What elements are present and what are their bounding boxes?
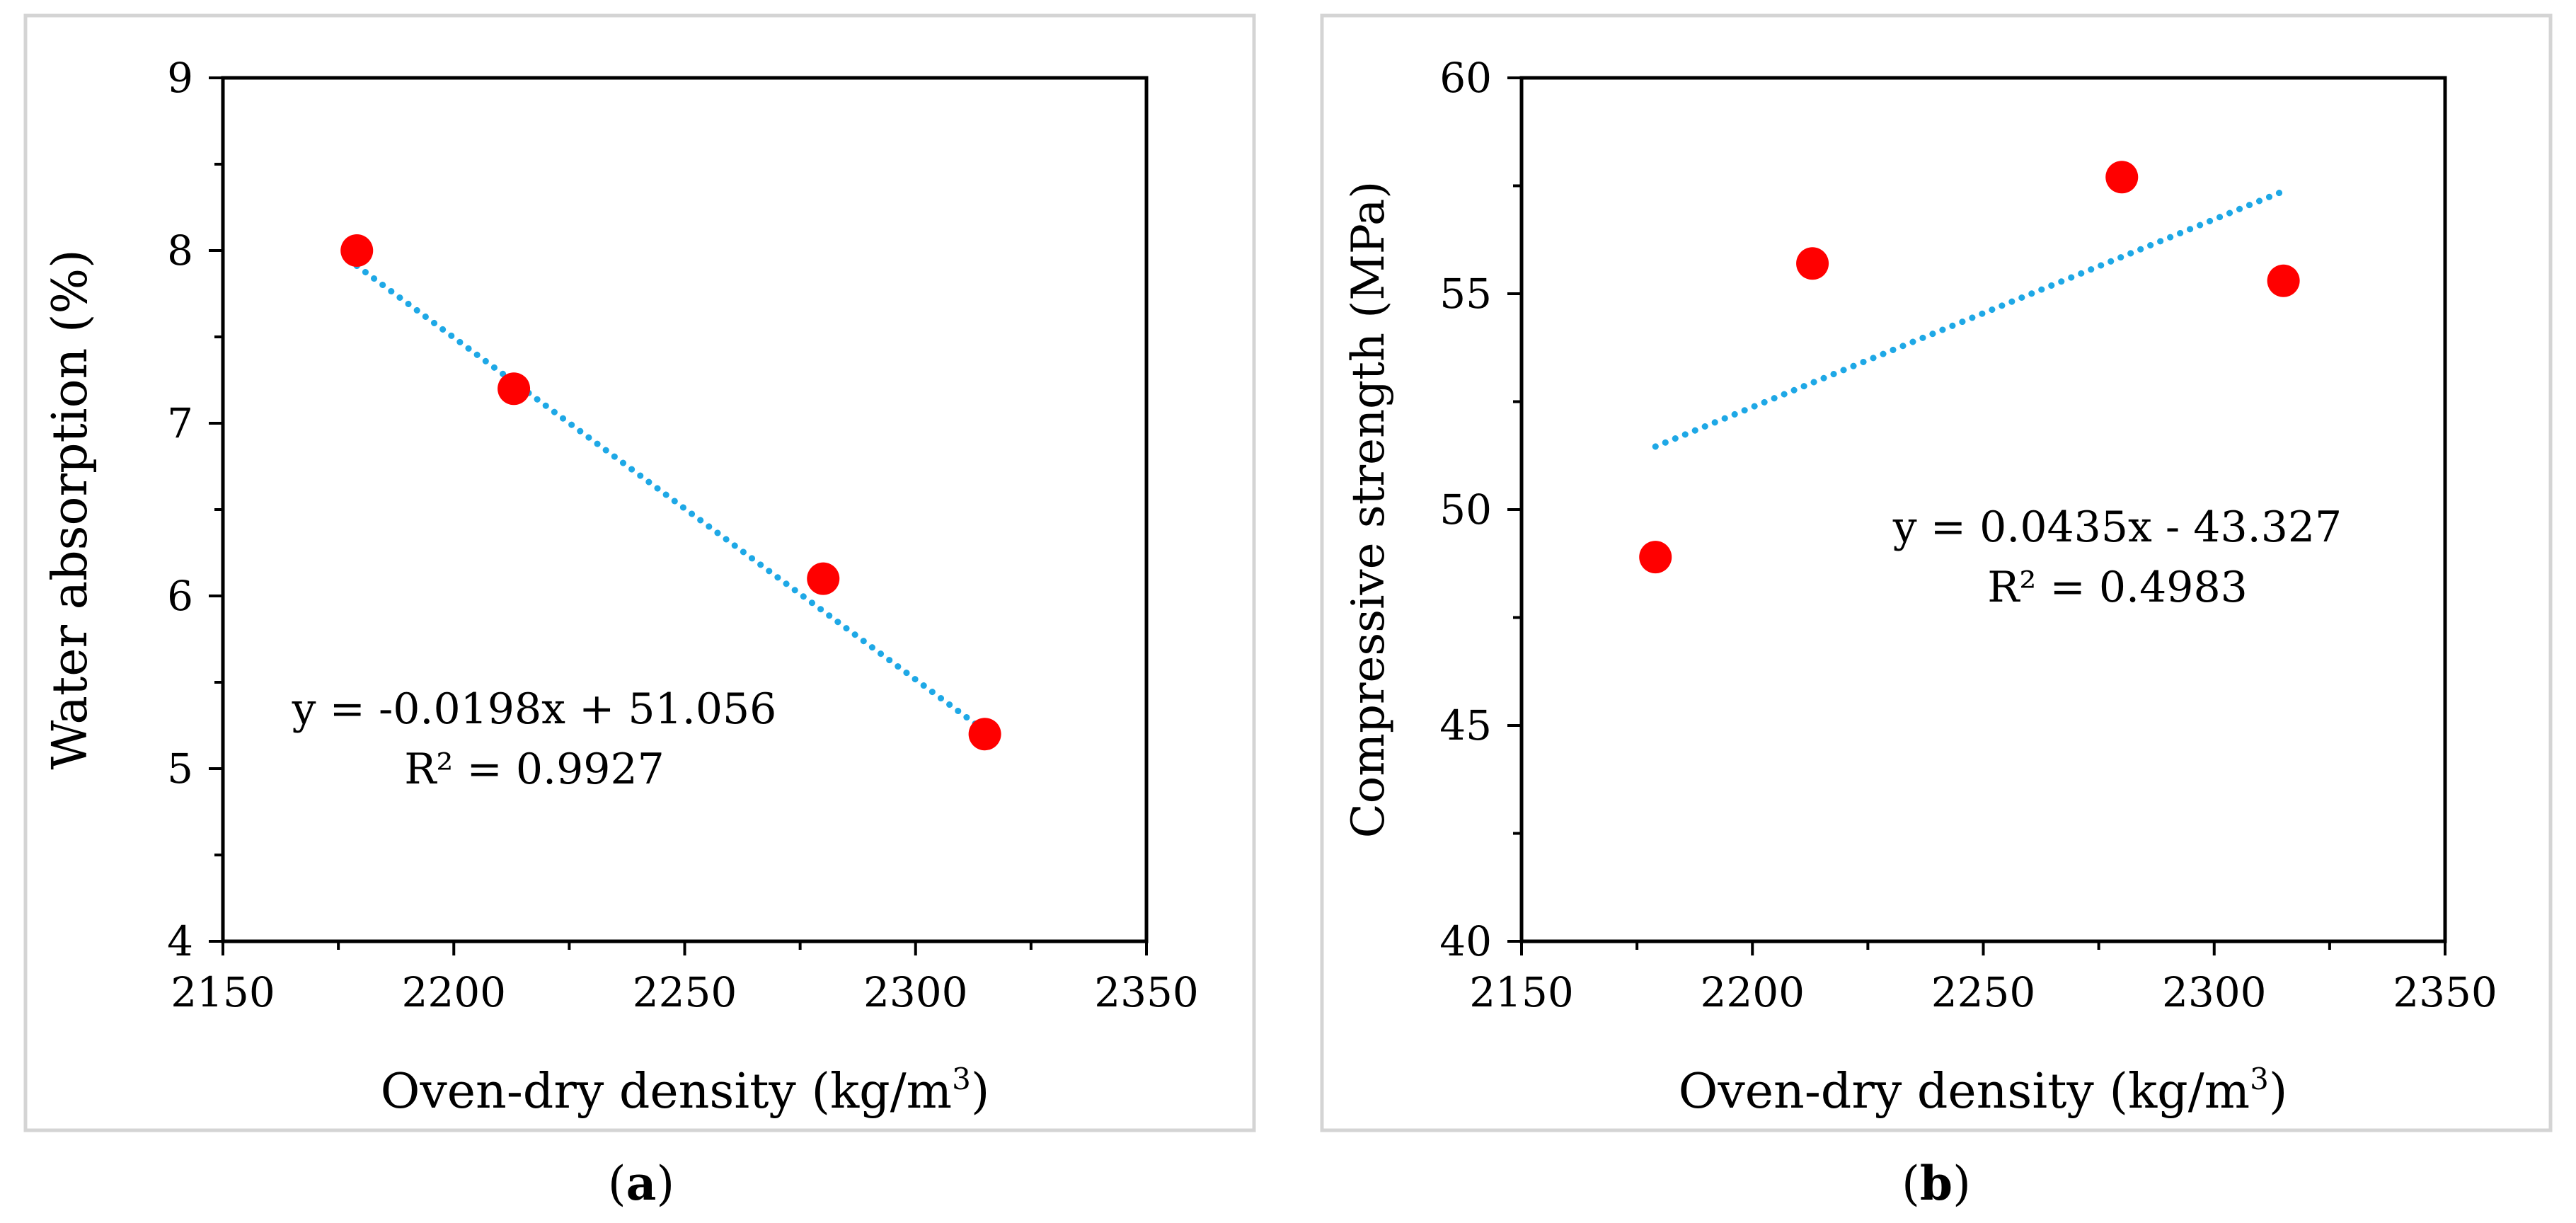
panel-b-data-point <box>1639 541 1672 574</box>
panel-a-x-axis-title: Oven-dry density (kg/m3) <box>381 1062 990 1120</box>
caption-b-letter: b <box>1920 1156 1953 1211</box>
panel-b-x-tick-label: 2200 <box>1700 968 1805 1016</box>
panel-a-y-tick-label: 9 <box>167 54 193 102</box>
panel-b: 2150 2200 2250 2300 2350 40 45 50 55 60 y = 0.043… <box>1320 13 2553 1132</box>
panel-a-y-tick-label: 7 <box>167 399 193 447</box>
panel-a-y-tick-label: 8 <box>167 226 193 275</box>
caption-b-close: ) <box>1953 1156 1971 1211</box>
caption-b-open: ( <box>1902 1156 1920 1211</box>
panel-b-y-tick-label: 40 <box>1439 917 1492 965</box>
panel-b-trend-line <box>1652 188 2287 450</box>
panel-a-data-point <box>498 372 531 406</box>
panel-b-y-tick-label: 50 <box>1439 486 1492 534</box>
panel-a-equation: y = -0.0198x + 51.056 <box>292 684 777 734</box>
panel-b-data-point <box>1796 247 1829 280</box>
panel-b-plot-area <box>1519 76 2447 943</box>
panel-a-data-point <box>340 234 374 267</box>
panel-a-r-squared: R² = 0.9927 <box>404 745 665 794</box>
panel-a-points <box>340 234 1001 751</box>
panel-b-x-tick-label: 2300 <box>2162 968 2267 1016</box>
panel-b-data-point <box>2267 264 2300 297</box>
panel-a-ticks: 2150 2200 2250 2300 2350 4 5 6 7 8 9 <box>167 54 1199 1016</box>
panel-a: 2150 2200 2250 2300 2350 4 5 6 7 8 9 y = -0.0198x … <box>23 13 1256 1132</box>
panel-a-data-point <box>807 562 840 595</box>
panel-b-y-tick-label: 55 <box>1439 270 1492 318</box>
panel-b-data-point <box>2105 161 2139 194</box>
panel-a-y-tick-label: 6 <box>167 572 193 620</box>
panel-a-x-tick-label: 2250 <box>633 968 737 1016</box>
caption-a: (a) <box>608 1156 674 1211</box>
panel-a-x-axis-title-main: Oven-dry density (kg/m <box>381 1064 952 1120</box>
caption-a-close: ) <box>656 1156 674 1211</box>
panel-b-y-tick-label: 45 <box>1439 701 1492 750</box>
panel-a-x-tick-label: 2350 <box>1094 968 1199 1016</box>
panel-b-x-tick-label: 2250 <box>1931 968 2036 1016</box>
caption-a-open: ( <box>608 1156 626 1211</box>
panel-a-x-tick-label: 2150 <box>171 968 275 1016</box>
panel-a-y-tick-label: 4 <box>167 917 193 965</box>
panel-b-x-axis-title-main: Oven-dry density (kg/m <box>1679 1064 2250 1120</box>
panel-b-ticks: 2150 2200 2250 2300 2350 40 45 50 55 60 <box>1439 54 2497 1016</box>
panel-b-x-tick-label: 2150 <box>1469 968 1574 1016</box>
panel-a-data-point <box>968 718 1001 751</box>
panel-b-x-axis-title-sup: 3 <box>2250 1062 2269 1096</box>
panel-a-x-tick-label: 2200 <box>401 968 506 1016</box>
panel-b-points <box>1639 161 2300 574</box>
panel-b-y-tick-label: 60 <box>1439 54 1492 102</box>
panel-a-x-axis-title-sup: 3 <box>952 1062 971 1096</box>
panel-a-trend-line <box>353 263 989 735</box>
panel-b-x-axis-title: Oven-dry density (kg/m3) <box>1679 1062 2288 1120</box>
caption-a-letter: a <box>626 1156 657 1211</box>
panel-a-x-axis-title-end: ) <box>971 1064 990 1120</box>
caption-b: (b) <box>1902 1156 1971 1211</box>
panel-b-y-axis-title: Compressive strength (MPa) <box>1342 181 1395 838</box>
panel-a-y-axis-title: Water absorption (%) <box>42 249 98 769</box>
panel-a-x-tick-label: 2300 <box>863 968 968 1016</box>
panel-a-y-tick-label: 5 <box>167 745 193 793</box>
panel-b-x-tick-label: 2350 <box>2393 968 2497 1016</box>
panel-b-x-axis-title-end: ) <box>2269 1064 2288 1120</box>
panel-a-trendline <box>353 263 989 735</box>
panel-b-equation: y = 0.0435x - 43.327 <box>1892 503 2342 552</box>
panel-b-trendline <box>1652 188 2287 450</box>
panel-b-r-squared: R² = 0.4983 <box>1987 563 2248 612</box>
